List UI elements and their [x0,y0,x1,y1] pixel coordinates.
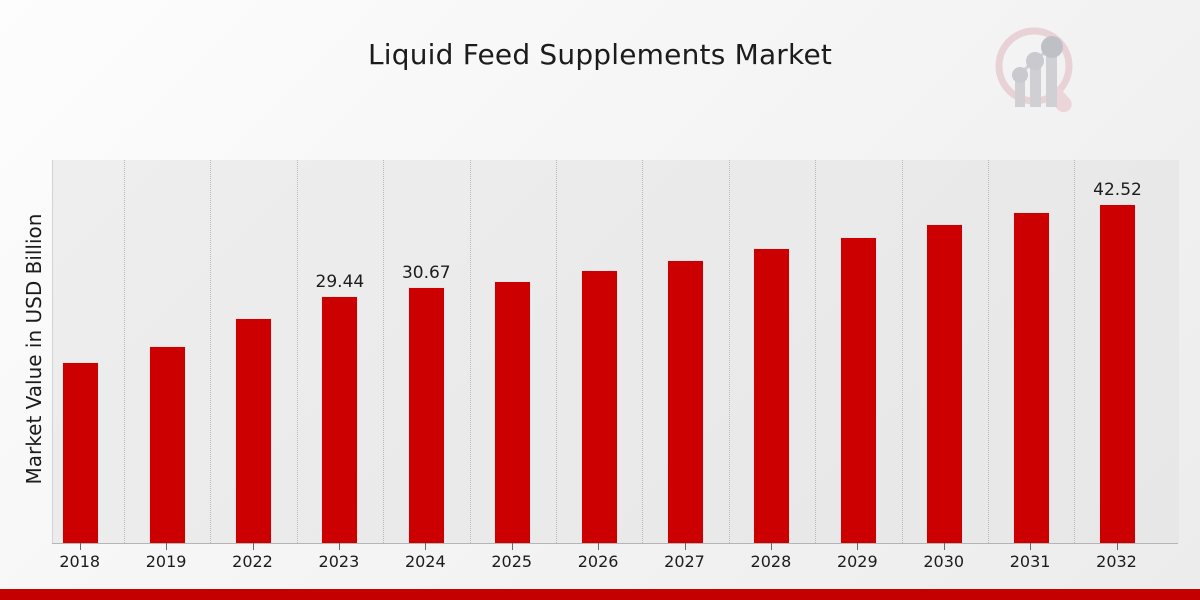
footer-accent-strip [0,589,1200,600]
x-tick-label: 2031 [1009,552,1051,571]
page-title: Liquid Feed Supplements Market [367,38,833,71]
bar[interactable] [407,286,445,543]
x-tick-label: 2024 [404,552,446,571]
gridline [642,160,644,543]
bar-value-label: 42.52 [1093,179,1142,200]
x-tick [598,543,600,550]
x-tick [338,543,340,550]
x-tick-label: 2029 [836,552,878,571]
x-tick [770,543,772,550]
gridline [987,160,989,543]
x-tick-label: 2028 [750,552,792,571]
gridline [555,160,557,543]
bar[interactable] [235,317,272,543]
x-tick [425,543,427,550]
gridline [469,160,471,543]
x-tick [1030,543,1032,550]
bar-value-label: 30.67 [401,262,451,283]
x-tick-label: 2032 [1096,552,1137,571]
x-tick [79,543,81,550]
x-tick [684,543,686,550]
x-tick-label: 2023 [318,552,360,571]
bar[interactable] [926,224,964,543]
bar[interactable] [1012,212,1050,543]
x-tick [857,543,859,550]
gridline [1074,160,1076,543]
x-tick-label: 2022 [232,552,273,571]
x-tick [166,543,168,550]
bar[interactable] [148,345,186,543]
x-tick-label: 2026 [577,552,619,571]
x-tick-label: 2018 [59,552,101,571]
gridline [210,160,212,543]
gridline [815,160,817,543]
bar[interactable] [580,269,618,543]
gridline [296,160,298,543]
bar[interactable] [62,362,100,543]
x-tick [511,543,513,550]
gridline [901,160,903,543]
bar[interactable] [494,280,532,543]
x-tick-label: 2027 [664,552,705,571]
plot-area: 29.44 30.67 42.52 [52,160,1179,543]
bar[interactable] [839,237,877,543]
bar[interactable] [1099,203,1136,543]
y-axis-label: Market Value in USD Billion [22,213,46,485]
gridline [383,160,385,543]
x-tick [1116,543,1118,550]
bar[interactable] [667,259,704,543]
x-tick-label: 2030 [923,552,965,571]
gridline [123,160,125,543]
bar-value-label: 29.44 [315,271,365,292]
bar[interactable] [753,247,791,543]
x-tick [943,543,945,550]
x-axis-line [52,543,1178,544]
bar[interactable] [321,295,359,543]
x-tick [252,543,254,550]
x-tick-label: 2019 [145,552,187,571]
gridline [728,160,730,543]
magnifier-bar-chart-logo-icon [988,22,1092,118]
x-tick-label: 2025 [491,552,533,571]
